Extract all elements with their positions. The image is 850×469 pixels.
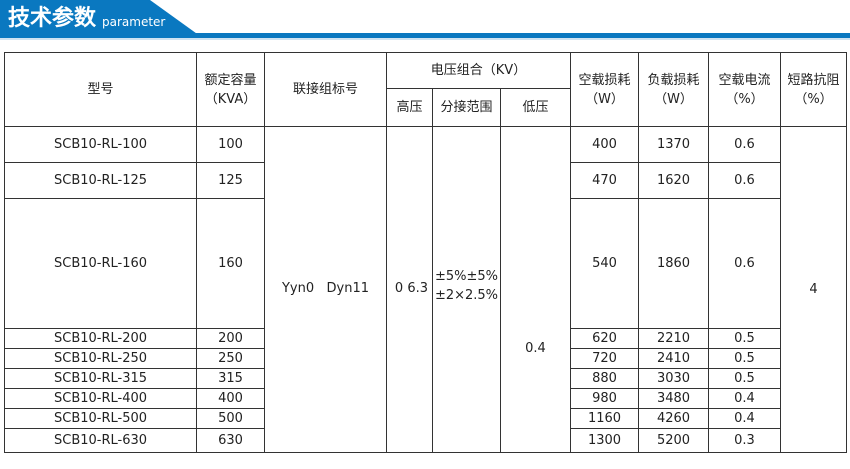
lv-cell: 0.4 (500, 126, 571, 453)
noload-loss-cell: 1300 (570, 428, 639, 453)
tap-range-2: ±2×2.5% (434, 288, 499, 303)
connection-cell: Yyn0 Dyn11 (264, 126, 387, 453)
load-loss-cell: 2410 (638, 348, 709, 369)
section-subtitle: parameter (102, 15, 166, 29)
load-loss-cell: 3480 (638, 388, 709, 409)
capacity-cell: 160 (196, 198, 265, 329)
load-loss-cell: 1860 (638, 198, 709, 329)
section-heading: 技术参数 parameter (8, 3, 165, 33)
noload-loss-cell: 980 (570, 388, 639, 409)
model-cell: SCB10-RL-315 (4, 368, 197, 389)
load-loss-cell: 3030 (638, 368, 709, 389)
table-row: SCB10-RL-315 315 880 3030 0.5 (4, 368, 847, 389)
model-cell: SCB10-RL-200 (4, 328, 197, 349)
table-row: SCB10-RL-500 500 1160 4260 0.4 (4, 408, 847, 429)
table-row: SCB10-RL-630 630 1300 5200 0.3 (4, 428, 847, 453)
noload-loss-cell: 1160 (570, 408, 639, 429)
noload-current-cell: 0.5 (708, 328, 781, 349)
noload-loss-cell: 720 (570, 348, 639, 369)
noload-loss-cell: 400 (570, 126, 639, 163)
table-row: SCB10-RL-160 160 540 1860 0.6 (4, 198, 847, 329)
noload-current-cell: 0.6 (708, 126, 781, 163)
impedance-cell: 4 (780, 126, 847, 453)
load-loss-cell: 5200 (638, 428, 709, 453)
capacity-cell: 200 (196, 328, 265, 349)
header-capacity: 额定容量 （KVA） (196, 52, 265, 127)
header-load-loss: 负载损耗 （W） (638, 52, 709, 127)
header-noload-current: 空载电流 （%） (708, 52, 781, 127)
table-row: SCB10-RL-200 200 620 2210 0.5 (4, 328, 847, 349)
header-impedance: 短路抗阻 （%） (780, 52, 847, 127)
capacity-cell: 500 (196, 408, 265, 429)
model-cell: SCB10-RL-160 (4, 198, 197, 329)
noload-current-cell: 0.3 (708, 428, 781, 453)
noload-current-cell: 0.6 (708, 162, 781, 199)
capacity-cell: 400 (196, 388, 265, 409)
capacity-cell: 125 (196, 162, 265, 199)
noload-loss-cell: 620 (570, 328, 639, 349)
noload-current-cell: 0.4 (708, 388, 781, 409)
header-tap: 分接范围 (432, 88, 501, 127)
model-cell: SCB10-RL-100 (4, 126, 197, 163)
capacity-cell: 630 (196, 428, 265, 453)
model-cell: SCB10-RL-400 (4, 388, 197, 409)
load-loss-cell: 4260 (638, 408, 709, 429)
load-loss-cell: 1620 (638, 162, 709, 199)
noload-current-cell: 0.5 (708, 368, 781, 389)
header-lv: 低压 (500, 88, 571, 127)
parameter-table: 型号 额定容量 （KVA） 联接组标号 电压组合（KV） 空载损耗 （W） 负载损耗… (4, 52, 847, 453)
load-loss-cell: 2210 (638, 328, 709, 349)
table-row: SCB10-RL-125 125 470 1620 0.6 (4, 162, 847, 199)
noload-loss-cell: 470 (570, 162, 639, 199)
noload-loss-cell: 880 (570, 368, 639, 389)
table-row: SCB10-RL-100 100 Yyn0 Dyn11 0 6.3 ±5%±5% ±2×2… (4, 126, 847, 453)
model-cell: SCB10-RL-500 (4, 408, 197, 429)
section-title: 技术参数 (8, 6, 97, 31)
noload-current-cell: 0.4 (708, 408, 781, 429)
header-model: 型号 (4, 52, 197, 127)
capacity-cell: 315 (196, 368, 265, 389)
hv-cell: 0 6.3 (386, 126, 433, 453)
tap-cell: ±5%±5% ±2×2.5% (432, 126, 501, 453)
load-loss-cell: 1370 (638, 126, 709, 163)
model-cell: SCB10-RL-630 (4, 428, 197, 453)
noload-current-cell: 0.6 (708, 198, 781, 329)
tap-range-1: ±5%±5% (434, 269, 499, 284)
noload-loss-cell: 540 (570, 198, 639, 329)
header-connection: 联接组标号 (264, 52, 387, 127)
header-line-light (0, 38, 850, 40)
header-hv: 高压 (386, 88, 433, 127)
capacity-cell: 100 (196, 126, 265, 163)
capacity-cell: 250 (196, 348, 265, 369)
noload-current-cell: 0.5 (708, 348, 781, 369)
model-cell: SCB10-RL-250 (4, 348, 197, 369)
header-voltage: 电压组合（KV） (386, 52, 571, 89)
header-noload-loss: 空载损耗 （W） (570, 52, 639, 127)
model-cell: SCB10-RL-125 (4, 162, 197, 199)
header-line (0, 33, 850, 38)
